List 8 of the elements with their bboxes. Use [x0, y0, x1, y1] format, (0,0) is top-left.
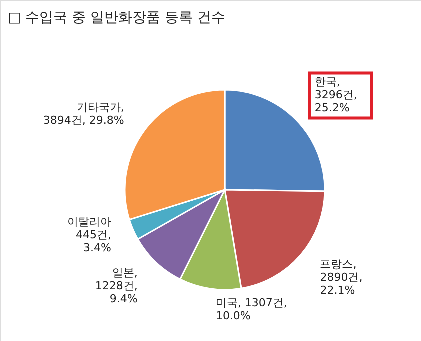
chart-title: □ 수입국 중 일반화장품 등록 건수 — [8, 10, 226, 26]
slice-label: 일본, 1228건, 9.4% — [95, 266, 138, 306]
slice-label: 이탈리아 — [68, 215, 112, 228]
slice-label: 한국, 3296건, 25.2% — [314, 75, 358, 114]
data-label: 445건, 3.4% — [76, 228, 112, 254]
slice-label: 프랑스, 2890건, 22.1% — [320, 258, 363, 297]
slice-label: 기타국가, 3894건, 29.8% — [43, 100, 124, 127]
slice-label: 미국, 1307건, 10.0% — [216, 296, 288, 323]
